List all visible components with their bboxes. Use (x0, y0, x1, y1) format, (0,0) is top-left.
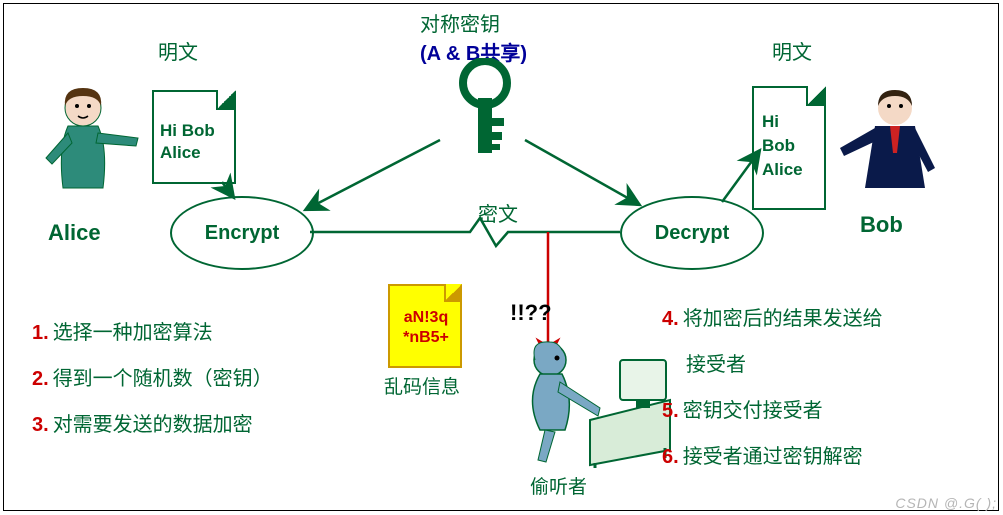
cipher-line1: aN!3q (394, 308, 458, 328)
steps-right: 4.将加密后的结果发送给 接受者 5.密钥交付接受者 6.接受者通过密钥解密 (662, 296, 883, 480)
steps-left: 1.选择一种加密算法 2.得到一个随机数（密钥） 3.对需要发送的数据加密 (32, 310, 273, 448)
cipher-line2: *nB5+ (394, 328, 458, 348)
eavesdropper-icon (500, 330, 680, 470)
ciphertext-label: 密文 (478, 198, 518, 227)
eavesdropper-caption: 偷听者 (530, 472, 587, 499)
eaves-speech: !!?? (510, 300, 552, 326)
garbage-caption: 乱码信息 (384, 372, 460, 399)
diagram-canvas: 对称密钥 (A & B共享) 明文 明文 Alice Hi Bob Alice (0, 0, 1003, 515)
watermark: CSDN @.G( ); (895, 495, 997, 511)
cipher-doc: aN!3q *nB5+ (388, 284, 462, 368)
